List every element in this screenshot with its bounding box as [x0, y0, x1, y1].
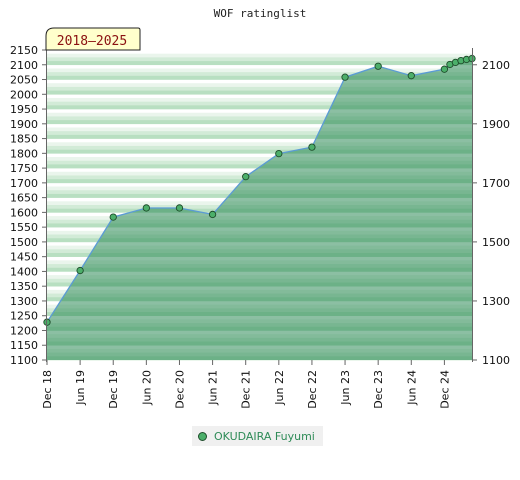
x-tick-label: Dec 19 — [107, 370, 120, 409]
left-tick-label: 1550 — [10, 221, 38, 234]
data-point — [440, 65, 449, 73]
x-tick-label: Dec 23 — [372, 370, 385, 409]
data-point — [208, 210, 217, 219]
x-tick-label: Jun 21 — [207, 370, 220, 406]
left-tick-label: 1950 — [10, 103, 38, 116]
data-point — [175, 204, 184, 212]
right-tick-label: 1100 — [482, 354, 510, 367]
right-tick-label: 2100 — [482, 59, 510, 72]
legend-label: OKUDAIRA Fuyumi — [214, 429, 315, 443]
left-tick-label: 2050 — [10, 74, 38, 87]
x-tick-label: Jun 20 — [140, 370, 153, 406]
legend-marker-icon — [198, 431, 207, 441]
left-tick-label: 1600 — [10, 206, 38, 219]
data-point — [242, 173, 250, 181]
x-tick-label: Dec 18 — [41, 370, 54, 409]
data-point — [275, 149, 283, 158]
period-badge: 2018–2025 — [45, 27, 141, 51]
left-tick-label: 1900 — [10, 118, 38, 131]
left-tick-label: 1800 — [10, 147, 38, 160]
x-axis: Dec 18 Jun 19 Dec 19 Jun 20 Dec 20 Jun 21 Dec … — [41, 360, 451, 409]
x-tick-label: Dec 22 — [306, 370, 319, 409]
right-axis: 1100 1300 1500 1700 1900 2100 — [472, 59, 510, 367]
left-tick-label: 2150 — [10, 44, 38, 57]
x-tick-label: Jun 23 — [339, 370, 352, 406]
right-tick-label: 1500 — [482, 236, 510, 249]
x-tick-label: Jun 19 — [74, 370, 87, 406]
data-point — [76, 266, 84, 275]
left-tick-label: 1500 — [10, 236, 38, 249]
left-tick-label: 1850 — [10, 133, 38, 146]
left-tick-label: 2100 — [10, 59, 38, 72]
right-tick-label: 1900 — [482, 118, 510, 131]
period-badge-box — [45, 27, 141, 51]
left-tick-label: 1700 — [10, 177, 38, 190]
x-tick-label: Dec 21 — [240, 370, 253, 409]
left-tick-label: 1150 — [10, 339, 38, 352]
data-point — [407, 72, 415, 80]
x-tick-label: Jun 24 — [405, 370, 418, 406]
left-axis: 1100115012001250130013501400145015001550… — [10, 44, 47, 367]
right-tick-label: 1700 — [482, 177, 510, 190]
period-badge-text: 2018–2025 — [57, 34, 127, 49]
chart-title: WOF ratinglist — [214, 7, 307, 20]
rating-area — [47, 58, 472, 360]
data-point — [341, 73, 349, 81]
left-tick-label: 1750 — [10, 162, 38, 175]
legend: OKUDAIRA Fuyumi — [192, 426, 323, 446]
right-tick-label: 1300 — [482, 295, 510, 308]
left-tick-label: 1200 — [10, 324, 38, 337]
data-point — [374, 62, 382, 70]
left-tick-label: 2000 — [10, 88, 38, 101]
left-tick-label: 1350 — [10, 280, 38, 293]
data-point — [142, 204, 151, 212]
x-tick-label: Jun 22 — [273, 370, 286, 406]
left-tick-label: 1300 — [10, 295, 38, 308]
data-point — [109, 213, 117, 221]
data-point — [308, 143, 316, 151]
left-tick-label: 1450 — [10, 251, 38, 264]
left-tick-label: 1250 — [10, 310, 38, 323]
left-tick-label: 1100 — [10, 354, 38, 367]
left-tick-label: 1650 — [10, 192, 38, 205]
x-tick-label: Dec 24 — [438, 370, 451, 409]
x-tick-label: Dec 20 — [173, 370, 186, 409]
left-tick-label: 1400 — [10, 265, 38, 278]
